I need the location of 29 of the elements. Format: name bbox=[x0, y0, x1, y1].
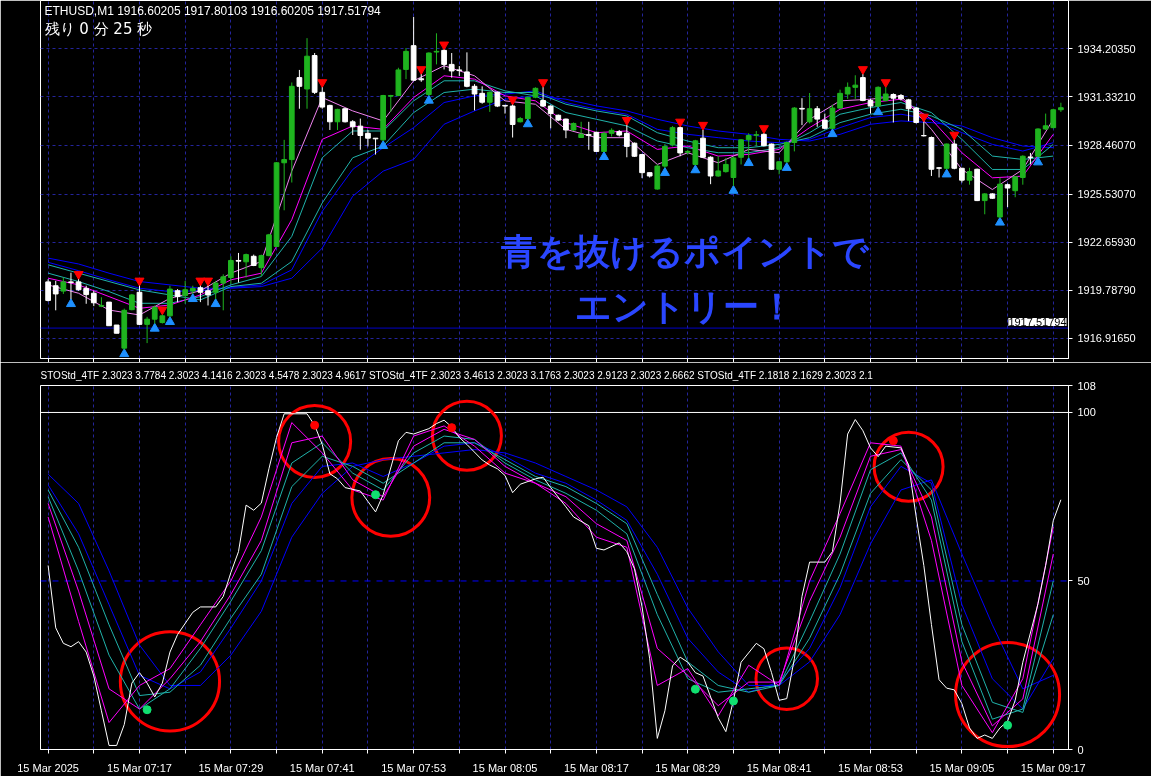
chart-title: ETHUSD,M1 1916.60205 1917.80103 1916.60205 1917.51794 bbox=[44, 3, 382, 18]
x-tick-label: 15 Mar 2025 bbox=[17, 761, 79, 774]
y-tick-label: 1916.91650 bbox=[1077, 332, 1136, 345]
x-tick-label: 15 Mar 09:17 bbox=[1020, 761, 1086, 774]
y-tick-label: 108 bbox=[1077, 379, 1096, 392]
x-tick-label: 15 Mar 07:29 bbox=[198, 761, 264, 774]
y-tick-label: 1934.20350 bbox=[1077, 42, 1136, 55]
x-tick-label: 15 Mar 07:41 bbox=[289, 761, 355, 774]
x-tick-label: 15 Mar 08:29 bbox=[655, 761, 721, 774]
y-tick-label: 1922.65930 bbox=[1077, 236, 1136, 249]
x-tick-label: 15 Mar 08:17 bbox=[563, 761, 629, 774]
annotation: エントリー！ bbox=[575, 286, 796, 328]
annotation: 青を抜けるポイントで bbox=[500, 230, 871, 272]
y-tick-label: 1931.33210 bbox=[1077, 90, 1136, 103]
x-tick-label: 15 Mar 08:41 bbox=[746, 761, 812, 774]
x-tick-label: 15 Mar 07:17 bbox=[107, 761, 172, 774]
y-tick-label: 50 bbox=[1077, 574, 1090, 587]
y-tick-label: 100 bbox=[1077, 406, 1096, 419]
x-tick-label: 15 Mar 09:05 bbox=[929, 761, 995, 774]
text: 残り 0 分 25 秒 bbox=[44, 19, 153, 38]
y-tick-label: 1919.78790 bbox=[1077, 284, 1136, 297]
y-tick-label: 0 bbox=[1077, 743, 1084, 756]
y-tick-label: 1925.53070 bbox=[1077, 188, 1136, 201]
x-tick-label: 15 Mar 08:05 bbox=[472, 761, 538, 774]
chart-title: STOStd_4TF 2.3023 3.7784 2.3023 4.1416 2.3023 4.5478 2.3023 4.9617 STOStd_4TF 2.3023 3.4613 2.3023 3.1763 2.3023 2.9123 2.3023 2.6662 STOStd_4TF 2.1818 2.1629 2.3023 2.1 bbox=[40, 369, 874, 381]
y-tick-label: 1928.46070 bbox=[1077, 139, 1136, 152]
x-tick-label: 15 Mar 07:53 bbox=[381, 761, 447, 774]
x-tick-label: 15 Mar 08:53 bbox=[838, 761, 903, 774]
ref-line-label: 1917.51794 bbox=[1008, 316, 1067, 329]
